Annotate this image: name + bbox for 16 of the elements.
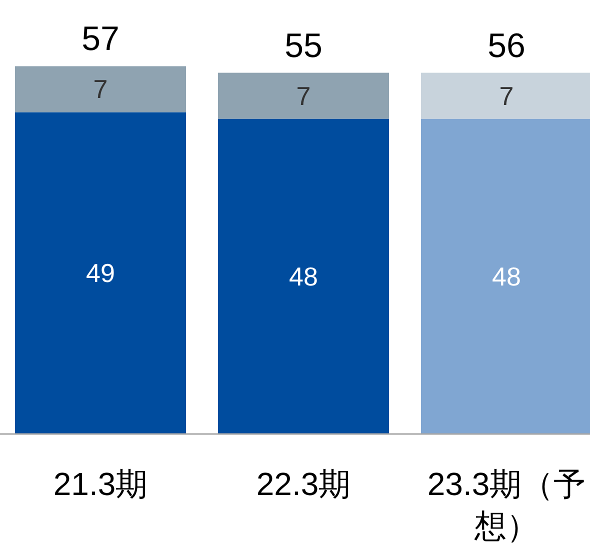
bar (15, 112, 186, 434)
bar (15, 66, 186, 112)
bar (218, 118, 389, 434)
x-tick-label: 21.3期 (53, 466, 148, 502)
total-label: 55 (284, 26, 322, 65)
data-label: 49 (86, 258, 115, 288)
x-tick-label: 23.3期（予想） (427, 466, 586, 544)
total-label: 57 (82, 20, 120, 58)
total-label: 56 (488, 26, 526, 65)
x-tick-label: 22.3期 (256, 466, 351, 502)
data-label: 7 (93, 74, 108, 104)
bar (218, 72, 389, 119)
data-label: 48 (289, 261, 318, 292)
data-label: 48 (492, 261, 521, 292)
data-label: 7 (296, 80, 311, 111)
data-label: 7 (499, 80, 514, 111)
